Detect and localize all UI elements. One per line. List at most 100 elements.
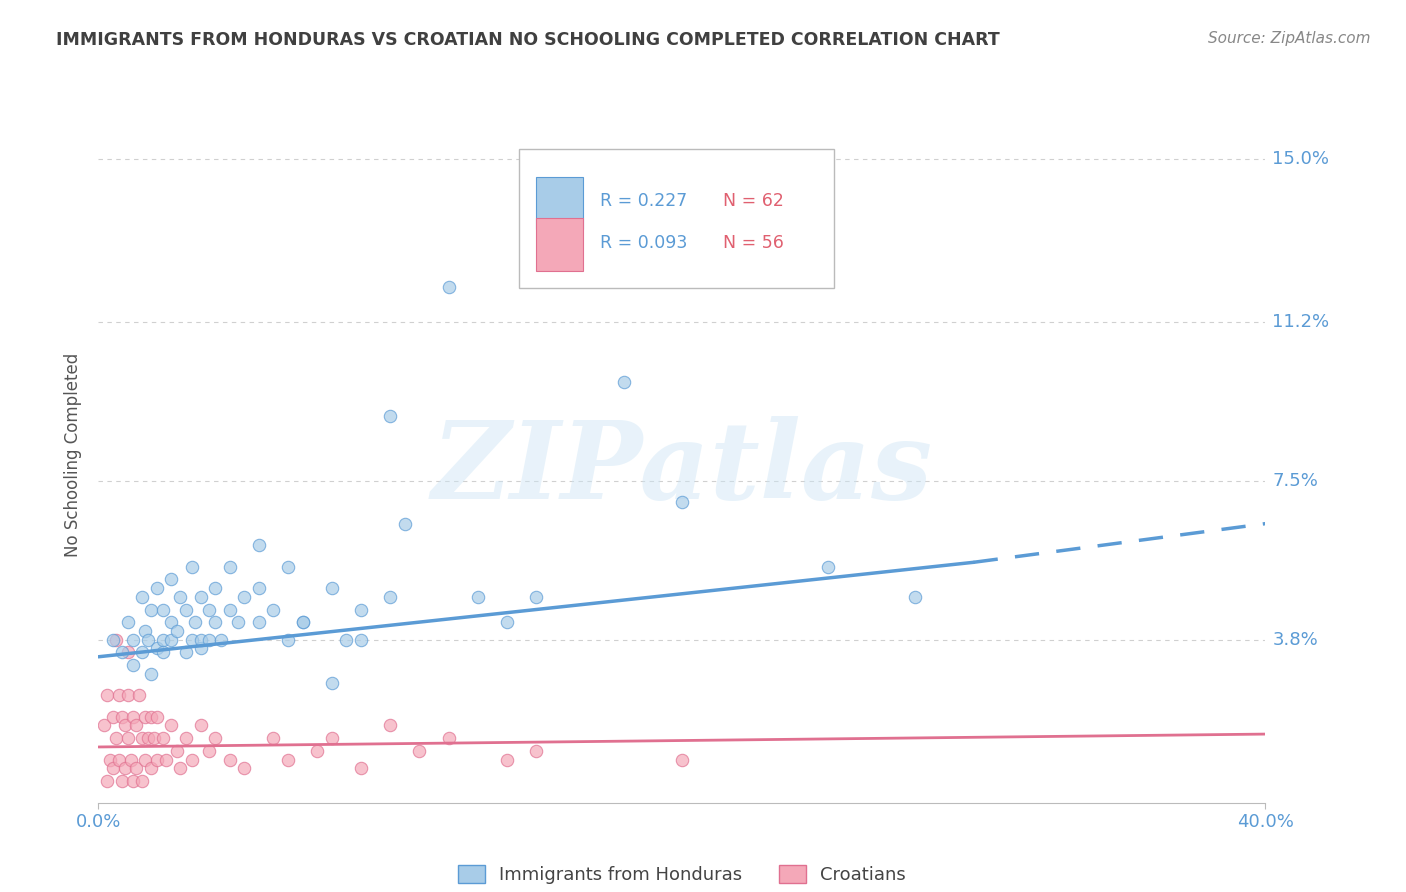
Point xyxy=(437,280,460,294)
Point xyxy=(190,590,212,604)
Point xyxy=(104,632,127,647)
Point xyxy=(139,710,162,724)
Point xyxy=(350,632,373,647)
Point xyxy=(152,731,174,746)
Point xyxy=(169,590,191,604)
Point xyxy=(117,615,139,630)
Text: N = 56: N = 56 xyxy=(723,234,783,252)
Point xyxy=(131,731,153,746)
Point xyxy=(321,581,343,595)
Text: 11.2%: 11.2% xyxy=(1272,313,1330,331)
Point xyxy=(169,761,191,775)
Point xyxy=(394,516,416,531)
Point xyxy=(204,731,226,746)
Point xyxy=(904,590,927,604)
Point xyxy=(111,645,134,659)
Point xyxy=(93,718,115,732)
Point xyxy=(117,645,139,659)
Point xyxy=(155,753,177,767)
Point xyxy=(122,658,145,673)
Point xyxy=(218,559,240,574)
Point xyxy=(114,761,136,775)
Point xyxy=(233,761,256,775)
Point xyxy=(218,602,240,616)
Point xyxy=(408,744,430,758)
Point xyxy=(139,761,162,775)
Point xyxy=(612,375,634,389)
Y-axis label: No Schooling Completed: No Schooling Completed xyxy=(63,353,82,557)
Point xyxy=(146,710,169,724)
Point xyxy=(114,718,136,732)
Text: R = 0.093: R = 0.093 xyxy=(600,234,688,252)
Point xyxy=(247,538,270,552)
Point xyxy=(160,632,183,647)
Point xyxy=(321,731,343,746)
Point xyxy=(101,761,124,775)
Point xyxy=(108,753,131,767)
Point xyxy=(111,774,134,789)
Point xyxy=(117,731,139,746)
Point xyxy=(277,632,299,647)
Point xyxy=(437,731,460,746)
Point xyxy=(218,753,240,767)
Point xyxy=(131,645,153,659)
Point xyxy=(671,753,693,767)
Point xyxy=(134,710,156,724)
Point xyxy=(166,624,188,638)
Point xyxy=(134,624,156,638)
Point xyxy=(378,590,402,604)
Point xyxy=(671,495,693,509)
Point xyxy=(174,645,197,659)
Text: Source: ZipAtlas.com: Source: ZipAtlas.com xyxy=(1208,31,1371,46)
Point xyxy=(134,753,156,767)
Point xyxy=(111,710,134,724)
Point xyxy=(190,641,212,656)
Point xyxy=(104,731,127,746)
Point xyxy=(146,581,169,595)
Point xyxy=(198,632,221,647)
Point xyxy=(152,632,174,647)
Point xyxy=(152,645,174,659)
Text: 7.5%: 7.5% xyxy=(1272,472,1319,490)
Point xyxy=(183,615,205,630)
Point xyxy=(291,615,314,630)
Point xyxy=(247,615,270,630)
Point xyxy=(98,753,121,767)
Text: 15.0%: 15.0% xyxy=(1272,150,1330,168)
Point xyxy=(817,559,839,574)
Point xyxy=(524,590,547,604)
Legend: Immigrants from Honduras, Croatians: Immigrants from Honduras, Croatians xyxy=(451,857,912,891)
Point xyxy=(204,615,226,630)
Point xyxy=(277,753,299,767)
Point xyxy=(101,710,124,724)
Text: N = 62: N = 62 xyxy=(723,192,783,210)
Point xyxy=(139,667,162,681)
Point xyxy=(378,409,402,424)
Point xyxy=(198,744,221,758)
Point xyxy=(108,689,131,703)
Point xyxy=(321,675,343,690)
Text: R = 0.227: R = 0.227 xyxy=(600,192,688,210)
Point xyxy=(350,761,373,775)
Point xyxy=(101,632,124,647)
Point xyxy=(190,632,212,647)
Point xyxy=(495,753,517,767)
Point xyxy=(136,731,159,746)
Point xyxy=(160,615,183,630)
Point xyxy=(96,774,118,789)
FancyBboxPatch shape xyxy=(519,149,834,288)
Point xyxy=(277,559,299,574)
Point xyxy=(166,744,188,758)
Bar xyxy=(536,177,582,229)
Point xyxy=(160,573,183,587)
Point xyxy=(142,731,165,746)
Point xyxy=(291,615,314,630)
Point xyxy=(204,581,226,595)
Point xyxy=(174,731,197,746)
Point xyxy=(122,774,145,789)
Point xyxy=(307,744,329,758)
Point xyxy=(146,753,169,767)
Point xyxy=(378,718,402,732)
Point xyxy=(117,689,139,703)
Point xyxy=(128,689,150,703)
